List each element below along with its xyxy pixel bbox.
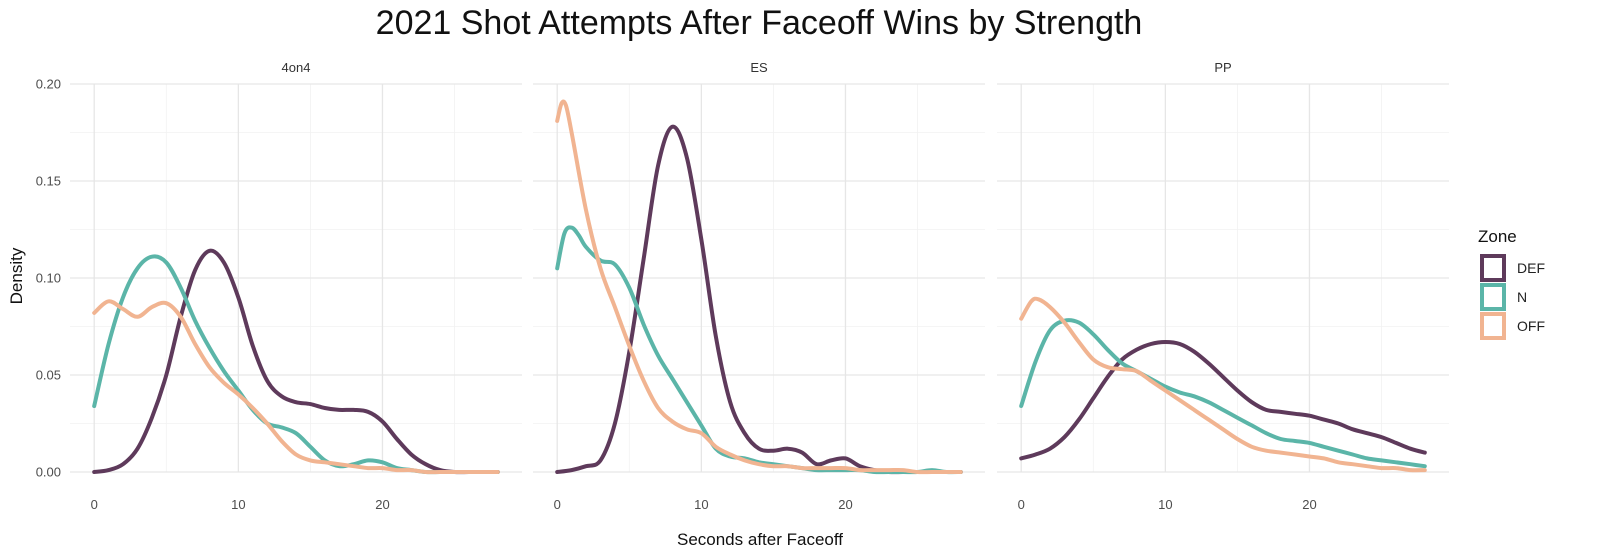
x-tick-label: 10 (1158, 497, 1172, 512)
legend-title: Zone (1478, 227, 1517, 246)
legend-label-DEF: DEF (1517, 260, 1545, 276)
facet-panels: 4on4 0 10 20 0.00 0.05 0.10 0.15 0.20 ES 0 10 20 PP 0 1… (36, 60, 1449, 512)
x-tick-label: 10 (231, 497, 245, 512)
legend-key-N (1480, 283, 1506, 311)
panel-PP: PP 0 10 20 (997, 60, 1449, 512)
legend: Zone DEF N OFF (1478, 227, 1545, 340)
legend-key-DEF (1480, 254, 1506, 282)
x-tick-label: 20 (838, 497, 852, 512)
x-axis-title: Seconds after Faceoff (677, 530, 843, 549)
legend-label-OFF: OFF (1517, 318, 1545, 334)
density-curve-OFF-ES (555, 99, 963, 475)
density-curve-DEF-ES (555, 124, 963, 475)
y-tick-label: 0.20 (36, 77, 61, 92)
y-axis-title: Density (7, 247, 26, 304)
density-curve-N-PP (1019, 318, 1427, 469)
density-curve-DEF-PP (1019, 340, 1427, 461)
panel-ES: ES 0 10 20 (533, 60, 985, 512)
facet-label: PP (1214, 60, 1231, 75)
density-curve-OFF-PP (1019, 296, 1427, 473)
facet-label: ES (750, 60, 768, 75)
x-tick-label: 20 (1302, 497, 1316, 512)
density-curve-N-4on4 (92, 254, 500, 475)
density-curve-OFF-4on4 (92, 299, 500, 475)
chart-title: 2021 Shot Attempts After Faceoff Wins by… (376, 4, 1143, 42)
facet-label: 4on4 (282, 60, 311, 75)
legend-label-N: N (1517, 289, 1527, 305)
y-tick-label: 0.00 (36, 465, 61, 480)
x-tick-label: 0 (91, 497, 98, 512)
y-tick-label: 0.10 (36, 271, 61, 286)
y-tick-label: 0.15 (36, 174, 61, 189)
x-tick-label: 0 (554, 497, 561, 512)
x-tick-label: 20 (375, 497, 389, 512)
density-curve-DEF-4on4 (92, 248, 500, 475)
density-curve-N-ES (555, 225, 963, 475)
x-tick-label: 10 (694, 497, 708, 512)
y-tick-label: 0.05 (36, 368, 61, 383)
legend-key-OFF (1480, 312, 1506, 340)
x-tick-label: 0 (1018, 497, 1025, 512)
panel-4on4: 4on4 0 10 20 0.00 0.05 0.10 0.15 0.20 (36, 60, 522, 512)
